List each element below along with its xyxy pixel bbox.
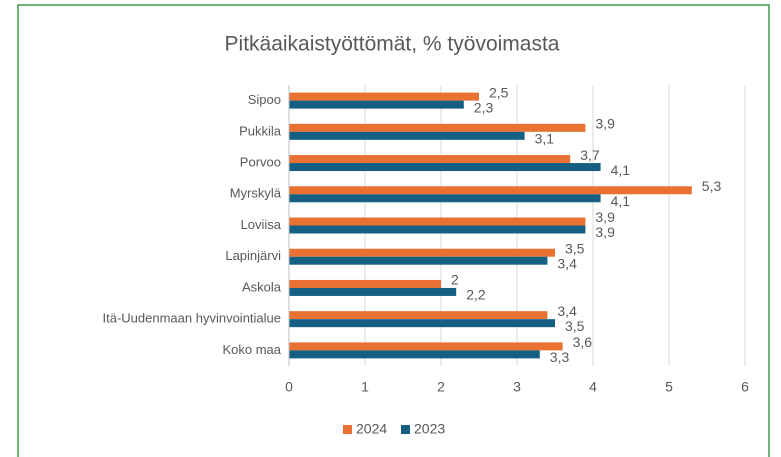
chart-title: Pitkäaikaistyöttömät, % työvoimasta — [225, 33, 560, 56]
data-label: 3,6 — [573, 334, 593, 350]
data-label: 3,5 — [565, 318, 585, 334]
bar — [289, 163, 601, 172]
legend-label: 2023 — [414, 421, 445, 437]
bar — [289, 279, 441, 288]
data-label: 3,7 — [580, 147, 600, 163]
y-tick-label: Sipoo — [248, 92, 281, 107]
bar — [289, 186, 692, 195]
legend-swatch — [343, 425, 352, 434]
bar — [289, 342, 563, 351]
data-label: 3,1 — [535, 131, 555, 147]
bar — [289, 123, 586, 132]
data-label: 4,1 — [611, 193, 631, 209]
data-label: 3,9 — [595, 116, 615, 132]
bar — [289, 256, 548, 265]
bar — [289, 194, 601, 203]
bar — [289, 287, 457, 296]
x-tick-label: 1 — [361, 379, 369, 395]
data-label: 2 — [451, 272, 459, 288]
y-tick-label: Myrskylä — [230, 186, 282, 201]
x-tick-label: 6 — [741, 379, 749, 395]
bar — [289, 217, 586, 226]
y-tick-label: Lapinjärvi — [225, 248, 281, 263]
data-label: 2,5 — [489, 84, 509, 100]
data-label: 3,9 — [595, 209, 615, 225]
x-tick-label: 0 — [285, 379, 293, 395]
bar — [289, 100, 464, 109]
legend-swatch — [401, 425, 410, 434]
data-label: 3,3 — [550, 349, 570, 365]
data-label: 4,1 — [611, 162, 631, 178]
y-tick-label: Porvoo — [240, 154, 281, 169]
bar — [289, 248, 555, 257]
x-tick-label: 4 — [589, 379, 597, 395]
bar — [289, 131, 525, 140]
legend-label: 2024 — [356, 421, 387, 437]
x-tick-label: 5 — [665, 379, 673, 395]
data-label: 3,4 — [557, 303, 577, 319]
data-label: 3,5 — [565, 240, 585, 256]
data-label: 2,3 — [474, 99, 494, 115]
y-tick-label: Askola — [242, 279, 282, 294]
y-tick-label: Pukkila — [239, 123, 282, 138]
bar — [289, 319, 555, 328]
x-tick-label: 3 — [513, 379, 521, 395]
bar — [289, 311, 548, 320]
y-tick-label: Itä-Uudenmaan hyvinvointialue — [103, 311, 282, 326]
x-tick-label: 2 — [437, 379, 445, 395]
data-label: 2,2 — [466, 287, 486, 303]
y-tick-label: Loviisa — [241, 217, 282, 232]
bar — [289, 225, 586, 234]
bar — [289, 155, 571, 164]
data-label: 3,4 — [557, 255, 577, 271]
y-tick-label: Koko maa — [222, 342, 281, 357]
data-label: 5,3 — [702, 178, 722, 194]
bar — [289, 350, 540, 359]
bar — [289, 92, 479, 101]
data-label: 3,9 — [595, 224, 615, 240]
